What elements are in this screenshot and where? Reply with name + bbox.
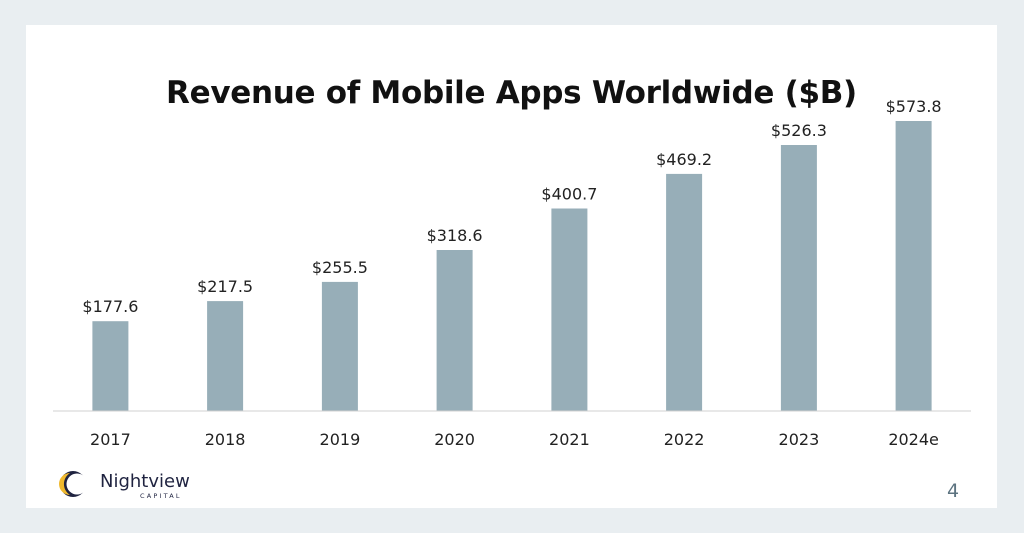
data-label-2019: $255.5: [312, 258, 368, 277]
tick-label-2017: 2017: [90, 430, 131, 449]
bar-2023: [780, 145, 817, 411]
slide: Revenue of Mobile Apps Worldwide ($B) $1…: [26, 25, 997, 508]
data-label-2018: $217.5: [197, 277, 253, 296]
tick-label-2022: 2022: [664, 430, 705, 449]
data-label-2021: $400.7: [541, 185, 597, 204]
bar-chart: $177.6 2017 $217.5 2018 $255.5 2019 $318.6 2020…: [53, 97, 971, 449]
labels-group: $177.6 2017 $217.5 2018 $255.5 2019 $318.6 2020…: [82, 97, 941, 449]
tick-label-2021: 2021: [549, 430, 590, 449]
data-label-2022: $469.2: [656, 150, 712, 169]
tick-label-2020: 2020: [434, 430, 475, 449]
data-label-2023: $526.3: [771, 121, 827, 140]
data-label-2024e: $573.8: [886, 97, 942, 116]
data-label-2020: $318.6: [427, 226, 483, 245]
tick-label-2024e: 2024e: [888, 430, 939, 449]
tick-label-2018: 2018: [205, 430, 246, 449]
bar-2021: [551, 208, 588, 411]
logo-name: Nightview: [100, 471, 190, 492]
nightview-logo: Nightview CAPITAL: [58, 468, 218, 502]
bar-2018: [207, 301, 244, 411]
page-number: 4: [947, 480, 960, 502]
logo-subtitle: CAPITAL: [140, 492, 182, 500]
chart-title: Revenue of Mobile Apps Worldwide ($B): [166, 75, 857, 111]
bar-2024e: [895, 121, 932, 411]
tick-label-2023: 2023: [779, 430, 820, 449]
bars-group: [92, 121, 932, 411]
crescent-icon: [59, 471, 88, 497]
bar-2017: [92, 321, 129, 411]
bar-2020: [436, 250, 473, 411]
tick-label-2019: 2019: [320, 430, 361, 449]
data-label-2017: $177.6: [82, 297, 138, 316]
bar-2022: [666, 173, 703, 411]
bar-2019: [321, 281, 358, 411]
